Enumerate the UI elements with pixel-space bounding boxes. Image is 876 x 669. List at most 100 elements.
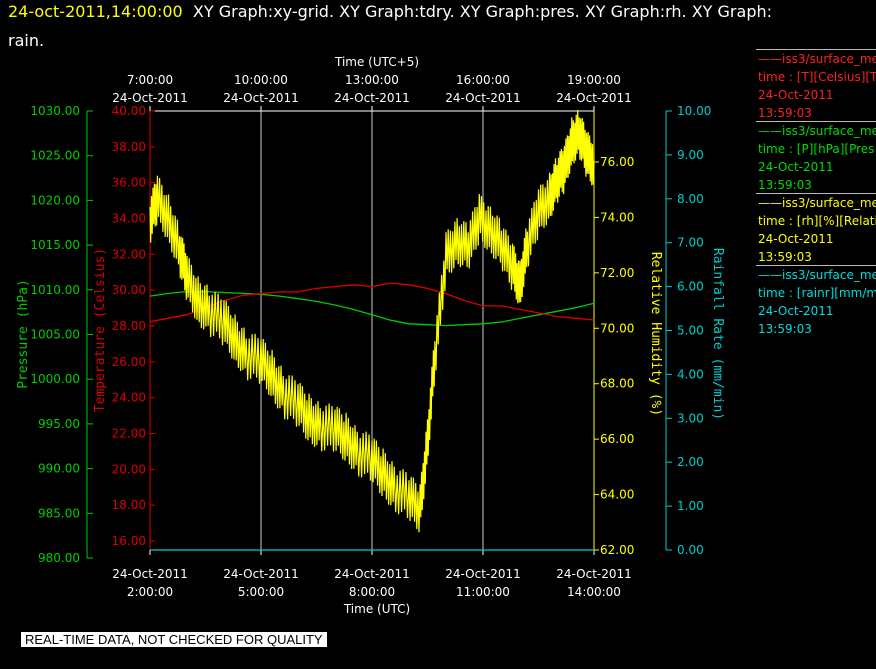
temperature-tick-label: 18.00 [112,498,146,512]
rain-tick-label: 10.00 [677,104,711,118]
rain-tick-label: 2.00 [677,455,704,469]
rain-axis-label: Rainfall Rate (mm/min) [710,248,725,420]
top-tick-time: 10:00:00 [234,73,288,87]
rain-tick-label: 4.00 [677,367,704,381]
top-tick-time: 13:00:00 [345,73,399,87]
temperature-tick-label: 28.00 [112,319,146,333]
quality-notice: REAL-TIME DATA, NOT CHECKED FOR QUALITY [21,632,327,647]
temperature-tick-label: 20.00 [112,462,146,476]
humidity-tick-label: 72.00 [600,266,634,280]
top-tick-date: 24-Oct-2011 [334,91,410,105]
humidity-axis-label: Relative Humidity (%) [648,252,663,416]
legend-entry-line1: ——iss3/surface_me [758,268,876,282]
pressure-tick-label: 985.00 [38,506,80,520]
legend-entry-line2: time : [rainr][mm/mi [758,286,876,300]
legend-entry-line3: 24-Oct-2011 [758,232,834,246]
rain-tick-label: 9.00 [677,148,704,162]
pressure-tick-label: 1020.00 [30,193,80,207]
pressure-tick-label: 1005.00 [30,328,80,342]
bottom-tick-time: 5:00:00 [238,585,284,599]
pressure-axis-label: Pressure (hPa) [16,279,31,389]
legend-entry-line1: ——iss3/surface_me [758,52,876,66]
legend-entry-line4: 13:59:03 [758,178,812,192]
top-tick-date: 24-Oct-2011 [223,91,299,105]
bottom-tick-time: 8:00:00 [349,585,395,599]
humidity-tick-label: 70.00 [600,321,634,335]
rain-tick-label: 6.00 [677,280,704,294]
legend-entry-line2: time : [rh][%][Relati [758,214,876,228]
rain-tick-label: 0.00 [677,543,704,557]
temperature-tick-label: 16.00 [112,534,146,548]
series-layer [149,109,595,551]
pressure-tick-label: 1015.00 [30,238,80,252]
graph-list: XY Graph:xy-grid. XY Graph:tdry. XY Grap… [192,2,772,21]
temperature-tick-label: 40.00 [112,104,146,118]
humidity-tick-label: 66.00 [600,432,634,446]
temperature-axis-label: Temperature (Celsius) [93,248,108,412]
bottom-tick-date: 24-Oct-2011 [556,567,632,581]
bottom-tick-date: 24-Oct-2011 [112,567,188,581]
graph-datetime: 24-oct-2011,14:00:00 [8,2,183,21]
rain-tick-label: 1.00 [677,499,704,513]
legend-entry-line4: 13:59:03 [758,106,812,120]
pressure-tick-label: 990.00 [38,462,80,476]
humidity-tick-label: 74.00 [600,210,634,224]
pressure-tick-label: 995.00 [38,417,80,431]
bottom-tick-date: 24-Oct-2011 [223,567,299,581]
rain-tick-label: 3.00 [677,411,704,425]
grid-lines [260,111,484,550]
graph-title-line2: rain. [8,31,45,50]
top-tick-time: 19:00:00 [567,73,621,87]
axis-labels: 7:00:00 24-Oct-2011 10:00:00 24-Oct-2011 13:… [16,55,725,616]
humidity-tick-label: 64.00 [600,488,634,502]
pressure-series-line [149,290,595,327]
bottom-tick-date: 24-Oct-2011 [334,567,410,581]
legend-entry-line4: 13:59:03 [758,322,812,336]
pressure-tick-label: 1025.00 [30,149,80,163]
temperature-tick-label: 22.00 [112,427,146,441]
top-tick-date: 24-Oct-2011 [556,91,632,105]
xy-chart: 7:00:00 24-Oct-2011 10:00:00 24-Oct-2011 13:… [16,55,725,616]
temperature-tick-label: 34.00 [112,212,146,226]
humidity-series-line [149,109,595,533]
top-tick-date: 24-Oct-2011 [445,91,521,105]
temperature-tick-label: 32.00 [112,247,146,261]
top-axis-title: Time (UTC+5) [334,55,419,69]
bottom-axis-title: Time (UTC) [343,602,410,616]
bottom-tick-time: 2:00:00 [127,585,173,599]
rain-tick-label: 8.00 [677,192,704,206]
temperature-tick-label: 24.00 [112,391,146,405]
temperature-tick-label: 26.00 [112,355,146,369]
bottom-tick-date: 24-Oct-2011 [445,567,521,581]
bottom-tick-time: 14:00:00 [567,585,621,599]
legend-entry-line1: ——iss3/surface_me [758,196,876,210]
temperature-tick-label: 30.00 [112,283,146,297]
bottom-tick-time: 11:00:00 [456,585,510,599]
pressure-tick-label: 1010.00 [30,283,80,297]
temperature-tick-label: 38.00 [112,140,146,154]
pressure-tick-label: 980.00 [38,551,80,565]
humidity-tick-label: 68.00 [600,377,634,391]
top-tick-time: 16:00:00 [456,73,510,87]
legend-entry-line4: 13:59:03 [758,250,812,264]
legend-entry-line2: time : [P][hPa][Pres [758,142,875,156]
legend-entry-line1: ——iss3/surface_me [758,124,876,138]
legend-entry-line2: time : [T][Celsius][T [758,70,876,84]
legend-entry-line3: 24-Oct-2011 [758,304,834,318]
legend-entry-line3: 24-Oct-2011 [758,160,834,174]
humidity-tick-label: 62.00 [600,543,634,557]
graph-title-line1: 24-oct-2011,14:00:00 XY Graph:xy-grid. X… [8,2,772,22]
top-tick-date: 24-Oct-2011 [112,91,188,105]
rain-tick-label: 5.00 [677,324,704,338]
pressure-tick-label: 1000.00 [30,372,80,386]
humidity-tick-label: 76.00 [600,155,634,169]
rain-tick-label: 7.00 [677,236,704,250]
legend-entry-line3: 24-Oct-2011 [758,88,834,102]
temperature-tick-label: 36.00 [112,176,146,190]
pressure-tick-label: 1030.00 [30,104,80,118]
top-tick-time: 7:00:00 [127,73,173,87]
